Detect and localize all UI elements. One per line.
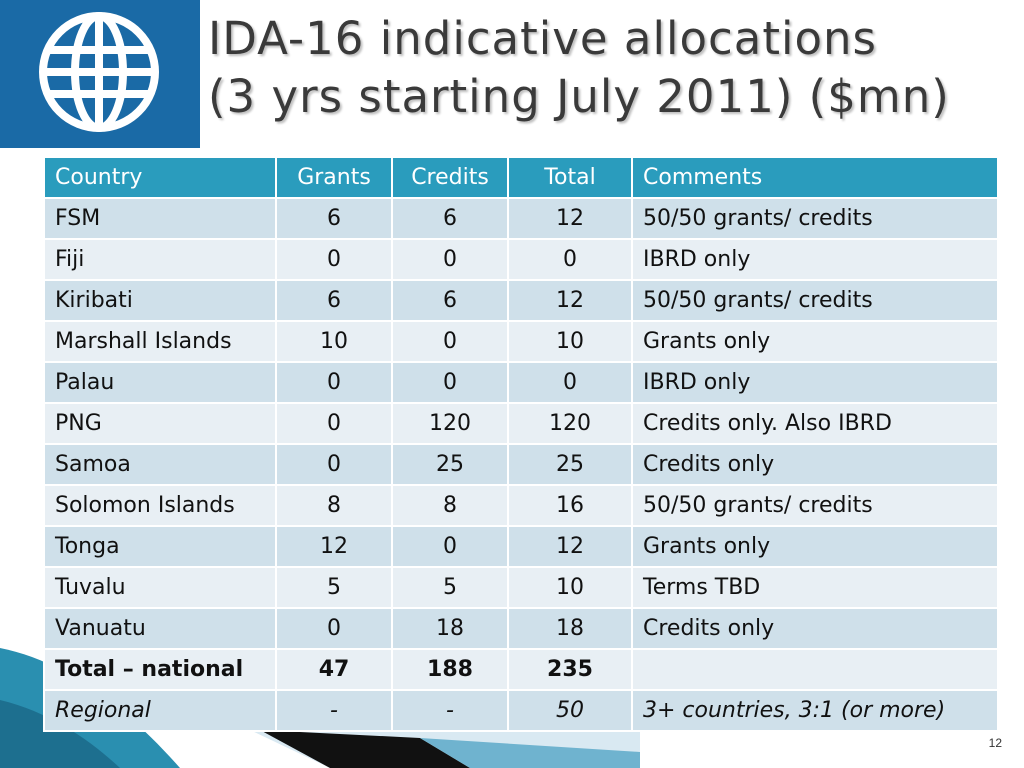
slide-title: IDA-16 indicative allocations (3 yrs sta…	[208, 10, 1018, 126]
cell-grants: 47	[275, 648, 393, 691]
cell-comments: Grants only	[631, 525, 999, 568]
cell-grants: 12	[275, 525, 393, 568]
cell-credits: 120	[391, 402, 509, 445]
header-country: Country	[43, 156, 277, 199]
header-comments: Comments	[631, 156, 999, 199]
cell-grants: 5	[275, 566, 393, 609]
cell-total: 18	[507, 607, 633, 650]
cell-comments: 50/50 grants/ credits	[631, 279, 999, 322]
cell-grants: 0	[275, 238, 393, 281]
cell-comments: Terms TBD	[631, 566, 999, 609]
cell-comments	[631, 648, 999, 691]
cell-comments: 50/50 grants/ credits	[631, 197, 999, 240]
cell-total: 12	[507, 279, 633, 322]
cell-comments: 50/50 grants/ credits	[631, 484, 999, 527]
cell-total: 0	[507, 238, 633, 281]
cell-grants: 0	[275, 607, 393, 650]
title-line-1: IDA-16 indicative allocations	[208, 12, 877, 65]
cell-country: FSM	[43, 197, 277, 240]
cell-country: Tonga	[43, 525, 277, 568]
cell-credits: 18	[391, 607, 509, 650]
cell-grants: 6	[275, 279, 393, 322]
table-row: Tonga 12 0 12 Grants only	[43, 525, 999, 568]
cell-country: Marshall Islands	[43, 320, 277, 363]
cell-grants: 0	[275, 402, 393, 445]
cell-credits: 0	[391, 361, 509, 404]
cell-comments: Credits only. Also IBRD	[631, 402, 999, 445]
cell-credits: 8	[391, 484, 509, 527]
cell-comments: Credits only	[631, 607, 999, 650]
cell-grants: 6	[275, 197, 393, 240]
table-row: Solomon Islands 8 8 16 50/50 grants/ cre…	[43, 484, 999, 527]
header-credits: Credits	[391, 156, 509, 199]
cell-credits: 6	[391, 197, 509, 240]
world-bank-logo	[0, 0, 200, 148]
cell-country: Fiji	[43, 238, 277, 281]
total-national-row: Total – national 47 188 235	[43, 648, 999, 691]
table-row: PNG 0 120 120 Credits only. Also IBRD	[43, 402, 999, 445]
title-line-2: (3 yrs starting July 2011) ($mn)	[208, 70, 950, 123]
cell-country: Solomon Islands	[43, 484, 277, 527]
cell-country: Regional	[43, 689, 277, 732]
table-row: Palau 0 0 0 IBRD only	[43, 361, 999, 404]
globe-icon	[39, 12, 159, 132]
table-row: Marshall Islands 10 0 10 Grants only	[43, 320, 999, 363]
cell-total: 10	[507, 566, 633, 609]
cell-grants: 0	[275, 361, 393, 404]
page-number: 12	[988, 736, 1002, 750]
cell-comments: IBRD only	[631, 238, 999, 281]
table-row: Kiribati 6 6 12 50/50 grants/ credits	[43, 279, 999, 322]
cell-country: PNG	[43, 402, 277, 445]
cell-country: Total – national	[43, 648, 277, 691]
cell-grants: 0	[275, 443, 393, 486]
cell-grants: 10	[275, 320, 393, 363]
table-row: Samoa 0 25 25 Credits only	[43, 443, 999, 486]
table-header-row: Country Grants Credits Total Comments	[43, 156, 999, 199]
cell-grants: 8	[275, 484, 393, 527]
cell-credits: 188	[391, 648, 509, 691]
cell-credits: 25	[391, 443, 509, 486]
cell-total: 16	[507, 484, 633, 527]
cell-credits: 0	[391, 320, 509, 363]
regional-row: Regional - - 50 3+ countries, 3:1 (or mo…	[43, 689, 999, 732]
cell-comments: Credits only	[631, 443, 999, 486]
cell-credits: -	[391, 689, 509, 732]
table-row: Fiji 0 0 0 IBRD only	[43, 238, 999, 281]
table-row: Vanuatu 0 18 18 Credits only	[43, 607, 999, 650]
cell-country: Samoa	[43, 443, 277, 486]
header-total: Total	[507, 156, 633, 199]
cell-comments: Grants only	[631, 320, 999, 363]
cell-total: 10	[507, 320, 633, 363]
header-grants: Grants	[275, 156, 393, 199]
cell-total: 25	[507, 443, 633, 486]
cell-credits: 0	[391, 525, 509, 568]
cell-country: Kiribati	[43, 279, 277, 322]
cell-total: 50	[507, 689, 633, 732]
cell-comments: IBRD only	[631, 361, 999, 404]
cell-total: 120	[507, 402, 633, 445]
cell-grants: -	[275, 689, 393, 732]
cell-total: 0	[507, 361, 633, 404]
cell-comments: 3+ countries, 3:1 (or more)	[631, 689, 999, 732]
cell-country: Palau	[43, 361, 277, 404]
cell-country: Vanuatu	[43, 607, 277, 650]
table-row: Tuvalu 5 5 10 Terms TBD	[43, 566, 999, 609]
cell-total: 12	[507, 197, 633, 240]
cell-country: Tuvalu	[43, 566, 277, 609]
cell-credits: 5	[391, 566, 509, 609]
allocations-table: Country Grants Credits Total Comments FS…	[43, 156, 999, 732]
table-row: FSM 6 6 12 50/50 grants/ credits	[43, 197, 999, 240]
cell-total: 12	[507, 525, 633, 568]
cell-total: 235	[507, 648, 633, 691]
cell-credits: 0	[391, 238, 509, 281]
cell-credits: 6	[391, 279, 509, 322]
